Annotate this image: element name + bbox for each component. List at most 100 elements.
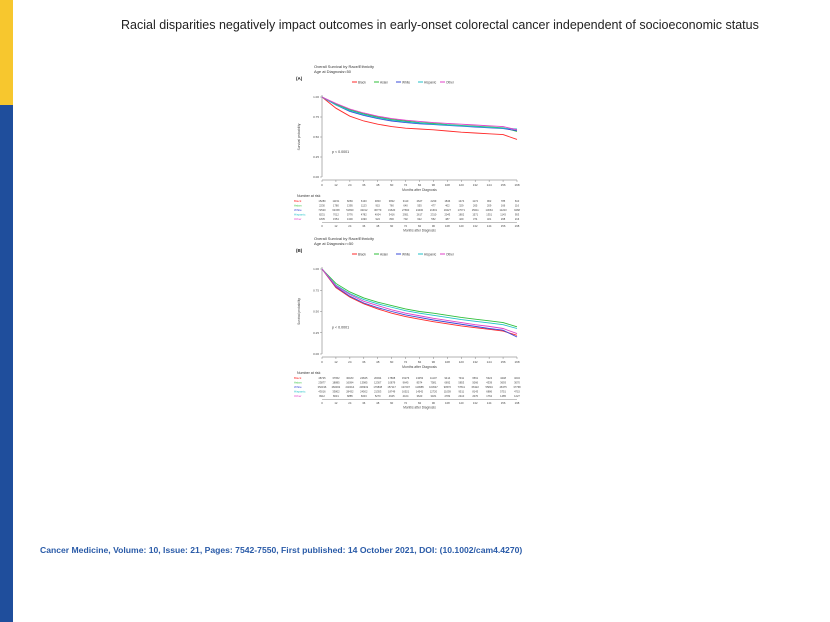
risk-x-tick-label: 168 (515, 401, 520, 405)
x-axis-label: Months after Diagnosis (402, 188, 437, 192)
risk-cell: 555 (417, 204, 422, 208)
risk-cell: 1395 (347, 204, 353, 208)
risk-cell: 429 (459, 217, 464, 221)
risk-cell: 282302 (332, 385, 341, 389)
x-tick-label: 156 (501, 183, 506, 187)
y-axis-label: Survival probability (297, 298, 301, 325)
risk-cell: 13064 (486, 208, 494, 212)
risk-cell: 6561 (472, 376, 478, 380)
risk-cell: 1351 (486, 213, 492, 217)
risk-cell: 7911 (458, 376, 464, 380)
legend-label: Hispanic (424, 81, 437, 85)
risk-cell: 72520 (318, 208, 326, 212)
risk-cell: 3416 (389, 213, 395, 217)
risk-cell: 16094 (346, 381, 354, 385)
citation: Cancer Medicine, Volume: 10, Issue: 21, … (40, 545, 523, 555)
legend-label: White (402, 253, 410, 257)
x-tick-label: 168 (514, 183, 519, 187)
risk-x-tick-label: 0 (321, 224, 323, 228)
risk-cell: 1780 (333, 204, 339, 208)
risk-x-tick-label: 96 (432, 401, 436, 405)
risk-cell: 20934 (374, 376, 382, 380)
slide-title: Racial disparities negatively impact out… (121, 18, 759, 32)
risk-row-label: Hispanic (294, 213, 306, 217)
risk-cell: 4715 (514, 390, 520, 394)
risk-cell: 1123 (361, 204, 367, 208)
risk-cell: 352196 (318, 385, 327, 389)
risk-cell: 6885 (347, 394, 353, 398)
risk-cell: 2230 (319, 204, 325, 208)
risk-cell: 3693 (500, 381, 506, 385)
risk-table-title: Number at risk (297, 371, 321, 375)
risk-cell: 6886 (486, 390, 492, 394)
risk-cell: 27660 (402, 208, 410, 212)
risk-cell: 785 (501, 199, 506, 203)
x-tick-label: 108 (445, 360, 450, 364)
risk-cell: 11151 (333, 199, 340, 203)
risk-cell: 402 (445, 204, 450, 208)
risk-x-tick-label: 84 (418, 224, 422, 228)
risk-cell: 33802 (332, 390, 340, 394)
risk-cell: 1143 (500, 213, 506, 217)
risk-cell: 77841 (458, 385, 466, 389)
risk-cell: 7581 (431, 381, 437, 385)
risk-cell: 8231 (319, 213, 325, 217)
legend-label: Hispanic (424, 253, 437, 257)
x-tick-label: 24 (348, 183, 352, 187)
risk-cell: 31620 (388, 208, 396, 212)
x-tick-label: 84 (418, 360, 422, 364)
panel-label: (B) (296, 248, 303, 253)
y-tick-label: 0.25 (313, 155, 319, 159)
risk-cell: 11059 (444, 390, 452, 394)
risk-cell: 1762 (486, 394, 492, 398)
risk-cell: 19227 (444, 208, 452, 212)
risk-cell: 2043 (444, 213, 450, 217)
y-axis-label: Survival probability (297, 123, 301, 150)
accent-bar-yellow (0, 0, 13, 105)
risk-cell: 55834 (486, 385, 494, 389)
risk-x-tick-label: 132 (473, 224, 478, 228)
y-tick-label: 0.00 (313, 352, 319, 356)
risk-cell: 2310 (431, 213, 437, 217)
risk-cell: 1846 (444, 199, 450, 203)
survival-curve (321, 96, 518, 130)
risk-cell: 374 (473, 217, 478, 221)
risk-cell: 4004 (375, 213, 381, 217)
risk-row-label: Black (294, 199, 302, 203)
risk-cell: 1474 (458, 199, 464, 203)
risk-cell: 953 (515, 213, 520, 217)
risk-x-tick-label: 24 (348, 401, 352, 405)
risk-x-tick-label: 24 (348, 224, 352, 228)
risk-cell: 2951 (403, 213, 409, 217)
risk-cell: 9645 (403, 381, 409, 385)
risk-cell: 2627 (417, 199, 423, 203)
risk-x-tick-label: 108 (445, 401, 450, 405)
risk-cell: 137297 (401, 385, 410, 389)
risk-cell: 552 (431, 217, 436, 221)
p-value: p < 0.0001 (332, 326, 349, 330)
x-tick-label: 156 (501, 360, 506, 364)
x-tick-label: 120 (459, 360, 464, 364)
risk-cell: 13053 (416, 376, 424, 380)
risk-table-title: Number at risk (297, 194, 321, 198)
risk-cell: 962 (487, 199, 492, 203)
risk-cell: 3243 (514, 376, 520, 380)
risk-x-tick-label: 60 (390, 224, 394, 228)
risk-cell: 51830 (346, 208, 354, 212)
risk-cell: 321 (487, 217, 492, 221)
risk-cell: 43312 (360, 208, 368, 212)
risk-cell: 46375 (499, 385, 507, 389)
risk-cell: 119985 (415, 385, 424, 389)
y-tick-label: 0.75 (313, 288, 319, 292)
risk-cell: 1554 (333, 217, 339, 221)
survival-curve (321, 268, 518, 338)
risk-x-tick-label: 48 (376, 401, 380, 405)
risk-cell: 21353 (374, 390, 382, 394)
risk-x-tick-label: 108 (445, 224, 450, 228)
risk-cell: 3181 (431, 394, 437, 398)
risk-x-tick-label: 156 (501, 401, 506, 405)
risk-cell: 487 (445, 217, 450, 221)
risk-x-tick-label: 12 (334, 224, 338, 228)
risk-cell: 90576 (444, 385, 452, 389)
risk-cell: 43016 (318, 390, 326, 394)
